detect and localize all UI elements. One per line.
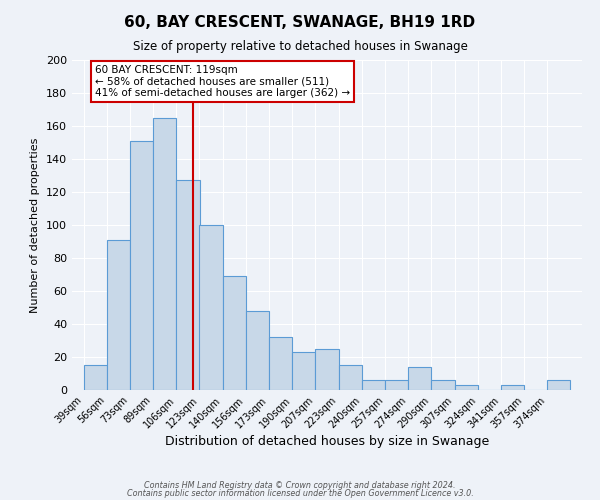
Text: Size of property relative to detached houses in Swanage: Size of property relative to detached ho… [133, 40, 467, 53]
Bar [362, 380, 385, 390]
Bar [246, 311, 269, 390]
Bar [408, 367, 431, 390]
Bar [455, 385, 478, 390]
Bar [130, 141, 153, 390]
Bar [431, 380, 455, 390]
Bar [501, 385, 524, 390]
Bar [547, 380, 571, 390]
Bar [223, 276, 246, 390]
Text: 60, BAY CRESCENT, SWANAGE, BH19 1RD: 60, BAY CRESCENT, SWANAGE, BH19 1RD [124, 15, 476, 30]
Bar [338, 365, 362, 390]
Bar [385, 380, 408, 390]
Bar [316, 349, 338, 390]
Bar [153, 118, 176, 390]
Bar [176, 180, 199, 390]
Text: Contains public sector information licensed under the Open Government Licence v3: Contains public sector information licen… [127, 488, 473, 498]
Text: 60 BAY CRESCENT: 119sqm
← 58% of detached houses are smaller (511)
41% of semi-d: 60 BAY CRESCENT: 119sqm ← 58% of detache… [95, 65, 350, 98]
Bar [199, 225, 223, 390]
Text: Contains HM Land Registry data © Crown copyright and database right 2024.: Contains HM Land Registry data © Crown c… [144, 481, 456, 490]
Bar [107, 240, 130, 390]
Bar [269, 337, 292, 390]
X-axis label: Distribution of detached houses by size in Swanage: Distribution of detached houses by size … [165, 436, 489, 448]
Bar [83, 365, 107, 390]
Y-axis label: Number of detached properties: Number of detached properties [31, 138, 40, 312]
Bar [292, 352, 316, 390]
